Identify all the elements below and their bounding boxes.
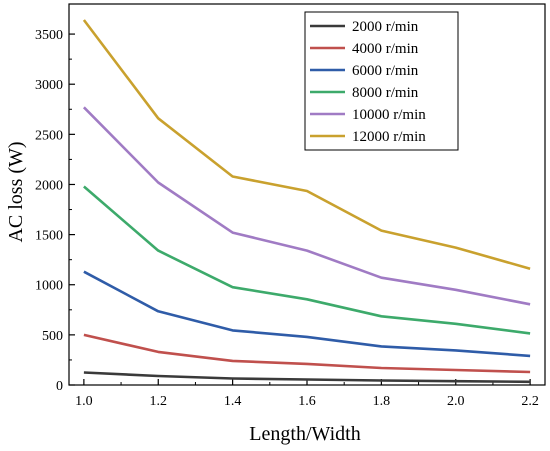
x-tick-label: 1.4 [224, 394, 242, 409]
series-lines [82, 19, 531, 384]
legend-label: 4000 r/min [352, 41, 419, 57]
legend-label: 12000 r/min [352, 129, 426, 145]
series-line [83, 371, 531, 384]
y-tick-label: 3500 [35, 28, 63, 43]
series-line [83, 270, 531, 358]
y-tick-label: 2000 [35, 178, 63, 193]
y-tick-label: 1500 [35, 229, 63, 244]
y-tick-label: 0 [56, 379, 63, 394]
x-tick-label: 1.2 [150, 394, 168, 409]
series-line [82, 19, 531, 270]
legend: 2000 r/min 4000 r/min 6000 r/min 8000 r/min… [304, 11, 459, 151]
axes: 0 500 1000 1500 2000 2500 3000 3500 1.0 1.2 1.4 1.6… [35, 3, 546, 409]
y-tick-label: 2500 [35, 128, 63, 143]
series-line [82, 106, 531, 306]
x-tick-label: 1.8 [373, 394, 391, 409]
legend-label: 6000 r/min [352, 63, 419, 79]
x-tick-label: 1.6 [298, 394, 316, 409]
x-tick-label: 1.0 [75, 394, 93, 409]
y-axis-title: AC loss (W) [5, 141, 27, 242]
series-line [83, 185, 531, 335]
legend-box [304, 11, 459, 151]
y-tick-label: 1000 [35, 279, 63, 294]
x-tick-label: 2.2 [521, 394, 539, 409]
y-tick-label: 3000 [35, 78, 63, 93]
series-line [83, 333, 531, 374]
y-tick-label: 500 [42, 329, 63, 344]
x-axis-title: Length/Width [249, 423, 360, 445]
x-tick-label: 2.0 [447, 394, 465, 409]
legend-label: 10000 r/min [352, 107, 426, 123]
legend-label: 2000 r/min [352, 19, 419, 35]
legend-label: 8000 r/min [352, 85, 419, 101]
